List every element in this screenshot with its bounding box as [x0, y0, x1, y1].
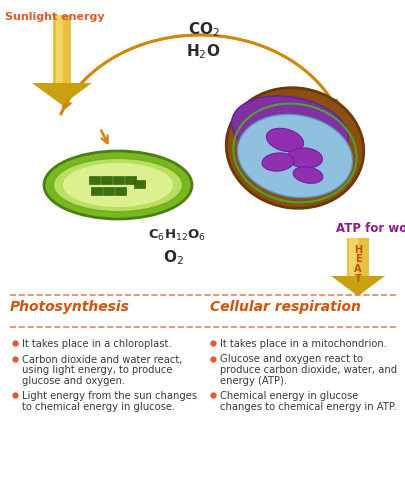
Text: CO$_2$: CO$_2$ — [188, 20, 220, 38]
Bar — [53, 15, 71, 83]
Text: E: E — [354, 254, 360, 264]
Polygon shape — [32, 83, 92, 105]
Ellipse shape — [237, 114, 352, 198]
Bar — [134, 180, 145, 188]
Ellipse shape — [266, 128, 303, 152]
Text: Photosynthesis: Photosynthesis — [10, 300, 130, 314]
Ellipse shape — [231, 96, 347, 164]
Text: glucose and oxygen.: glucose and oxygen. — [22, 376, 125, 386]
Text: It takes place in a chloroplast.: It takes place in a chloroplast. — [22, 339, 171, 349]
Bar — [125, 176, 136, 184]
Text: produce carbon dioxide, water, and: produce carbon dioxide, water, and — [220, 365, 396, 375]
Bar — [115, 187, 126, 195]
Bar — [56, 15, 63, 83]
Text: H: H — [353, 245, 361, 255]
Text: using light energy, to produce: using light energy, to produce — [22, 365, 172, 375]
Text: Sunlight energy: Sunlight energy — [5, 12, 104, 22]
Ellipse shape — [287, 148, 322, 168]
Text: Glucose and oxygen react to: Glucose and oxygen react to — [220, 354, 362, 364]
Ellipse shape — [261, 153, 293, 171]
Polygon shape — [330, 276, 384, 296]
Text: energy (ATP).: energy (ATP). — [220, 376, 286, 386]
Ellipse shape — [292, 166, 322, 184]
Bar — [103, 187, 114, 195]
Text: T: T — [354, 274, 360, 283]
Text: A: A — [354, 264, 361, 274]
Ellipse shape — [44, 151, 192, 219]
Ellipse shape — [53, 158, 183, 212]
Text: H$_2$O: H$_2$O — [185, 42, 220, 60]
Bar — [348, 238, 357, 276]
Bar — [91, 187, 102, 195]
Text: O$_2$: O$_2$ — [162, 248, 183, 266]
Bar — [101, 176, 112, 184]
Ellipse shape — [226, 88, 363, 208]
Text: ATP for work: ATP for work — [335, 222, 405, 235]
Bar — [113, 176, 124, 184]
Text: It takes place in a mitochondrion.: It takes place in a mitochondrion. — [220, 339, 386, 349]
Text: to chemical energy in glucose.: to chemical energy in glucose. — [22, 402, 175, 411]
Text: changes to chemical energy in ATP.: changes to chemical energy in ATP. — [220, 402, 396, 411]
Ellipse shape — [63, 163, 173, 207]
Text: C$_6$H$_{12}$O$_6$: C$_6$H$_{12}$O$_6$ — [148, 228, 206, 243]
Text: Light energy from the sun changes: Light energy from the sun changes — [22, 391, 197, 401]
Bar — [89, 176, 100, 184]
Text: Chemical energy in glucose: Chemical energy in glucose — [220, 391, 358, 401]
Text: Cellular respiration: Cellular respiration — [209, 300, 360, 314]
Bar — [346, 238, 368, 276]
Text: Carbon dioxide and water react,: Carbon dioxide and water react, — [22, 354, 182, 364]
